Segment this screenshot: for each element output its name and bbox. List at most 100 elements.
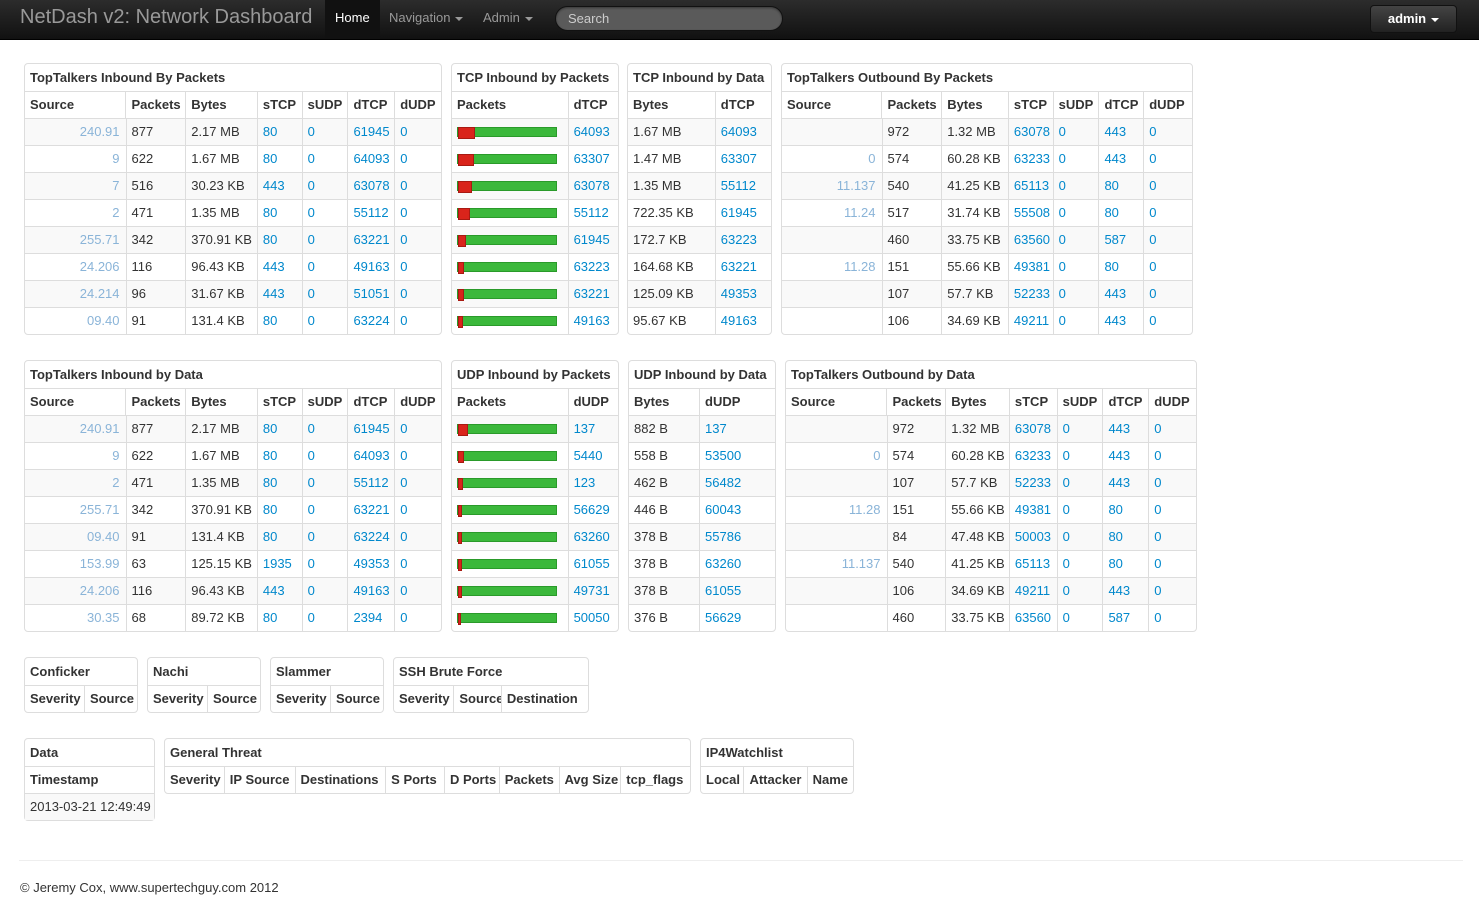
port-link[interactable]: 63078 — [1013, 124, 1051, 139]
port-link[interactable]: 0 — [1062, 502, 1070, 517]
port-link[interactable]: 0 — [400, 259, 408, 274]
port-link[interactable]: 80 — [1108, 502, 1123, 517]
port-link[interactable]: 0 — [1058, 259, 1066, 274]
port-link[interactable]: 63233 — [1013, 151, 1051, 166]
port-link[interactable]: 80 — [1108, 529, 1123, 544]
port-link[interactable]: 80 — [1104, 259, 1119, 274]
nav-navigation[interactable]: Navigation — [379, 0, 473, 39]
port-link[interactable]: 0 — [400, 178, 408, 193]
port-link[interactable]: 0 — [400, 151, 408, 166]
port-link[interactable]: 0 — [1058, 178, 1066, 193]
search-box[interactable]: Search — [555, 6, 783, 31]
port-link[interactable]: 50003 — [1014, 529, 1052, 544]
port-link[interactable]: 61945 — [573, 232, 610, 247]
port-link[interactable]: 61945 — [353, 124, 390, 139]
port-link[interactable]: 0 — [307, 286, 315, 301]
port-link[interactable]: 0 — [307, 502, 315, 517]
port-link[interactable]: 80 — [262, 610, 278, 625]
port-link[interactable]: 443 — [1108, 475, 1131, 490]
port-link[interactable]: 0 — [1149, 151, 1157, 166]
port-link[interactable]: 63560 — [1014, 610, 1052, 625]
port-link[interactable]: 0 — [400, 286, 408, 301]
port-link[interactable]: 0 — [400, 205, 408, 220]
port-link[interactable]: 443 — [262, 178, 285, 193]
port-link[interactable]: 61945 — [720, 205, 757, 220]
port-link[interactable]: 64093 — [573, 124, 610, 139]
port-link[interactable]: 80 — [262, 421, 278, 436]
port-link[interactable]: 0 — [1149, 124, 1157, 139]
port-link[interactable]: 0 — [1154, 556, 1162, 571]
port-link[interactable]: 0 — [400, 502, 408, 517]
port-link[interactable]: 63307 — [573, 151, 610, 166]
port-link[interactable]: 63221 — [573, 286, 610, 301]
port-link[interactable]: 0 — [307, 124, 315, 139]
port-link[interactable]: 0 — [400, 421, 408, 436]
port-link[interactable]: 80 — [262, 475, 278, 490]
port-link[interactable]: 63223 — [573, 259, 610, 274]
port-link[interactable]: 63078 — [573, 178, 610, 193]
port-link[interactable]: 0 — [1154, 583, 1162, 598]
port-link[interactable]: 49381 — [1014, 502, 1052, 517]
port-link[interactable]: 587 — [1108, 610, 1131, 625]
port-link[interactable]: 49731 — [573, 583, 610, 598]
port-link[interactable]: 0 — [400, 529, 408, 544]
port-link[interactable]: 50050 — [573, 610, 610, 625]
port-link[interactable]: 443 — [1104, 286, 1127, 301]
port-link[interactable]: 80 — [262, 151, 278, 166]
port-link[interactable]: 63233 — [1014, 448, 1052, 463]
port-link[interactable]: 80 — [262, 205, 278, 220]
port-link[interactable]: 0 — [1062, 448, 1070, 463]
port-link[interactable]: 53500 — [705, 448, 742, 463]
port-link[interactable]: 0 — [400, 124, 408, 139]
nav-admin[interactable]: Admin — [473, 0, 543, 39]
port-link[interactable]: 0 — [1062, 610, 1070, 625]
port-link[interactable]: 0 — [400, 610, 408, 625]
port-link[interactable]: 63221 — [720, 259, 757, 274]
port-link[interactable]: 0 — [307, 475, 315, 490]
port-link[interactable]: 443 — [262, 583, 285, 598]
port-link[interactable]: 0 — [1058, 205, 1066, 220]
port-link[interactable]: 80 — [1104, 178, 1119, 193]
port-link[interactable]: 0 — [1062, 556, 1070, 571]
port-link[interactable]: 55786 — [705, 529, 742, 544]
port-link[interactable]: 65113 — [1014, 556, 1051, 571]
port-link[interactable]: 61055 — [705, 583, 742, 598]
port-link[interactable]: 0 — [1154, 421, 1162, 436]
port-link[interactable]: 0 — [307, 151, 315, 166]
port-link[interactable]: 0 — [1154, 502, 1162, 517]
port-link[interactable]: 80 — [262, 502, 278, 517]
port-link[interactable]: 0 — [1062, 583, 1070, 598]
port-link[interactable]: 56629 — [705, 610, 742, 625]
port-link[interactable]: 49163 — [573, 313, 610, 328]
user-menu[interactable]: admin — [1370, 5, 1457, 33]
port-link[interactable]: 0 — [1058, 286, 1066, 301]
port-link[interactable]: 0 — [307, 313, 315, 328]
port-link[interactable]: 0 — [307, 610, 315, 625]
port-link[interactable]: 0 — [1154, 475, 1162, 490]
port-link[interactable]: 61945 — [353, 421, 390, 436]
port-link[interactable]: 0 — [400, 583, 408, 598]
port-link[interactable]: 80 — [1104, 205, 1119, 220]
port-link[interactable]: 49381 — [1013, 259, 1051, 274]
port-link[interactable]: 443 — [262, 259, 285, 274]
port-link[interactable]: 443 — [1104, 313, 1127, 328]
port-link[interactable]: 0 — [400, 232, 408, 247]
port-link[interactable]: 80 — [262, 448, 278, 463]
port-link[interactable]: 64093 — [353, 448, 390, 463]
port-link[interactable]: 0 — [307, 205, 315, 220]
port-link[interactable]: 5440 — [573, 448, 603, 463]
port-link[interactable]: 56482 — [705, 475, 742, 490]
port-link[interactable]: 2394 — [353, 610, 383, 625]
port-link[interactable]: 0 — [307, 556, 315, 571]
port-link[interactable]: 443 — [1108, 421, 1131, 436]
port-link[interactable]: 63260 — [705, 556, 742, 571]
port-link[interactable]: 52233 — [1013, 286, 1051, 301]
port-link[interactable]: 443 — [1108, 448, 1131, 463]
port-link[interactable]: 0 — [1149, 178, 1157, 193]
port-link[interactable]: 587 — [1104, 232, 1127, 247]
port-link[interactable]: 123 — [573, 475, 596, 490]
port-link[interactable]: 49163 — [353, 583, 390, 598]
port-link[interactable]: 0 — [1149, 286, 1157, 301]
port-link[interactable]: 80 — [262, 232, 278, 247]
port-link[interactable]: 49211 — [1014, 583, 1051, 598]
